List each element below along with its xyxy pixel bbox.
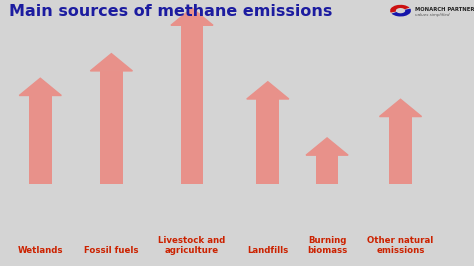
Polygon shape <box>19 78 61 95</box>
Text: Wetlands: Wetlands <box>18 246 63 255</box>
Text: Landfills: Landfills <box>247 246 289 255</box>
Text: Fossil fuels: Fossil fuels <box>84 246 138 255</box>
Polygon shape <box>306 138 348 155</box>
Text: Other natural
emissions: Other natural emissions <box>367 236 434 255</box>
Text: values simplified: values simplified <box>415 13 449 17</box>
Wedge shape <box>392 9 411 16</box>
Bar <box>100 71 123 184</box>
Bar <box>29 95 52 184</box>
Text: Burning
biomass: Burning biomass <box>307 236 347 255</box>
Polygon shape <box>171 8 213 25</box>
Polygon shape <box>380 99 421 117</box>
Text: Livestock and
agriculture: Livestock and agriculture <box>158 236 226 255</box>
Bar <box>389 117 412 184</box>
Polygon shape <box>247 82 289 99</box>
Text: MONARCH PARTNERSHIP: MONARCH PARTNERSHIP <box>415 7 474 12</box>
Bar <box>316 155 338 184</box>
Bar <box>181 25 203 184</box>
Text: Main sources of methane emissions: Main sources of methane emissions <box>9 4 333 19</box>
Wedge shape <box>390 5 410 13</box>
Bar <box>256 99 279 184</box>
Polygon shape <box>91 54 132 71</box>
